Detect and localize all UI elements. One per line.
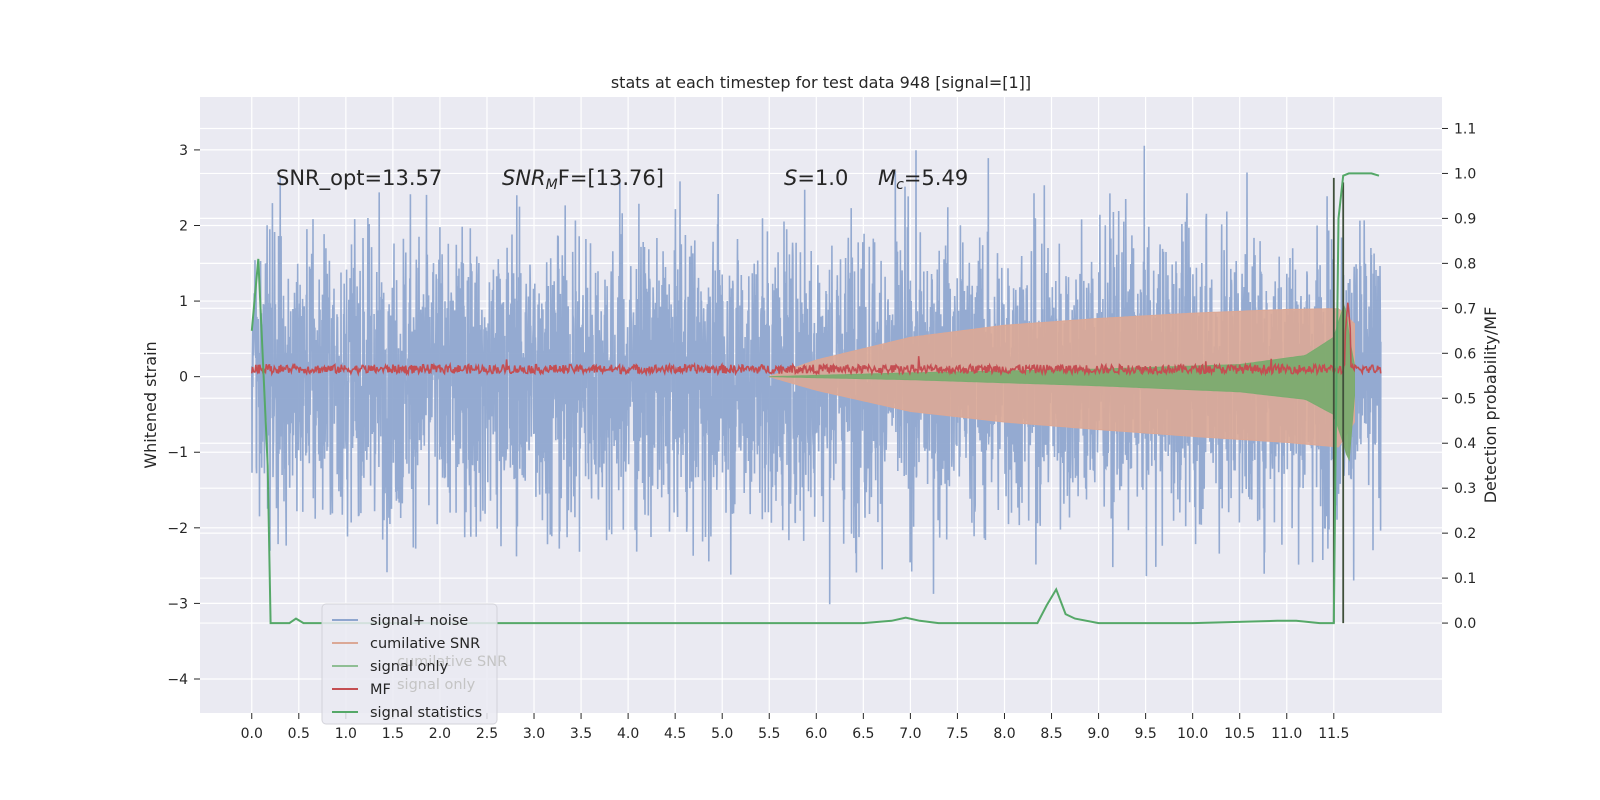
legend-ghost-label: cumilative SNR: [397, 654, 507, 670]
annotation-mc-base: M: [878, 166, 896, 190]
x-tick-label: 2.0: [429, 726, 451, 742]
x-tick-label: 0.5: [288, 726, 310, 742]
annotation-mc: Mc=5.49: [878, 166, 968, 193]
annotation-snr-mf: SNRMF=[13.76]: [502, 166, 664, 193]
x-tick-label: 1.5: [382, 726, 404, 742]
y-tick-label: −4: [167, 672, 188, 688]
x-tick-label: 4.5: [664, 726, 686, 742]
x-tick-label: 8.5: [1040, 726, 1062, 742]
y-tick-label: −3: [167, 596, 188, 612]
annotation-snr-mf-base: SNR: [502, 166, 546, 190]
y2-tick-label: 0.3: [1454, 481, 1476, 497]
annotation-s-value: =1.0: [797, 166, 848, 190]
x-tick-label: 11.0: [1271, 726, 1302, 742]
x-tick-label: 2.5: [476, 726, 498, 742]
x-tick-label: 3.5: [570, 726, 592, 742]
x-tick-label: 5.0: [711, 726, 733, 742]
y2-tick-label: 0.4: [1454, 436, 1476, 452]
annotation-s-label: S: [784, 166, 797, 190]
series-layer: [250, 145, 1382, 625]
legend-ghost-label: signal only: [397, 677, 476, 693]
x-tick-label: 9.5: [1134, 726, 1156, 742]
y2-tick-label: 0.9: [1454, 211, 1476, 227]
y-tick-label: 0: [179, 370, 188, 386]
y2-tick-label: 0.2: [1454, 526, 1476, 542]
annotation-snr-mf-rest: F=[13.76]: [558, 166, 664, 190]
y2-tick-label: 0.5: [1454, 391, 1476, 407]
y2-tick-label: 0.7: [1454, 301, 1476, 317]
y2-ticks: 1.1 1.0 0.9 0.8 0.7 0.6 0.5 0.4 0.3 0.2 0.1 0.0: [1442, 121, 1476, 632]
x-tick-label: 6.0: [805, 726, 827, 742]
chart-title: stats at each timestep for test data 948…: [611, 73, 1031, 92]
x-tick-label: 0.0: [241, 726, 263, 742]
y2-tick-label: 0.0: [1454, 616, 1476, 632]
series-group: [250, 145, 1382, 625]
legend-label: signal only: [370, 659, 449, 675]
y2-tick-label: 1.0: [1454, 166, 1476, 182]
y-ticks: 3 2 1 0 −1 −2 −3 −4: [167, 143, 200, 688]
y-tick-label: 3: [179, 143, 188, 159]
x-tick-label: 1.0: [335, 726, 357, 742]
annotation-mc-sub: c: [896, 177, 904, 193]
annotation-snr-mf-sub: M: [546, 177, 558, 193]
legend-label: MF: [370, 682, 391, 698]
annotation-snr-opt: SNR_opt=13.57: [276, 166, 442, 191]
x-tick-label: 5.5: [758, 726, 780, 742]
legend-box: [321, 603, 498, 725]
y2-tick-label: 1.1: [1454, 121, 1476, 137]
x-tick-label: 6.5: [852, 726, 874, 742]
annotation-mc-value: =5.49: [904, 166, 968, 190]
y2-tick-label: 0.1: [1454, 571, 1476, 587]
x-tick-label: 7.0: [899, 726, 921, 742]
x-tick-label: 9.0: [1087, 726, 1109, 742]
x-ticks: 0.0 0.5 1.0 1.5 2.0 2.5 3.0 3.5 4.0 4.5 5.0 5.5 6.0 6…: [241, 713, 1349, 742]
y-axis-label: Whitened strain: [141, 341, 160, 468]
x-tick-label: 8.0: [993, 726, 1015, 742]
y-tick-label: 2: [179, 218, 188, 234]
y-tick-label: −2: [167, 521, 188, 537]
legend-label: cumilative SNR: [370, 636, 480, 652]
annotation-s: S=1.0: [784, 166, 848, 190]
x-tick-label: 10.5: [1224, 726, 1255, 742]
y-tick-label: 1: [179, 294, 188, 310]
x-tick-label: 4.0: [617, 726, 639, 742]
legend-label: signal+ noise: [370, 613, 468, 629]
x-tick-label: 7.5: [946, 726, 968, 742]
x-tick-label: 3.0: [523, 726, 545, 742]
series-mf: [251, 302, 1382, 377]
x-tick-label: 10.0: [1177, 726, 1208, 742]
x-tick-label: 11.5: [1318, 726, 1349, 742]
legend-label: signal statistics: [370, 705, 482, 721]
y-tick-label: −1: [167, 445, 188, 461]
series-signal-statistics: [250, 172, 1380, 625]
y2-tick-label: 0.6: [1454, 346, 1476, 362]
annotations: SNR_opt=13.57 SNRMF=[13.76] S=1.0 Mc=5.4…: [276, 166, 968, 193]
y2-tick-label: 0.8: [1454, 256, 1476, 272]
y2-axis-label: Detection probability/MF: [1481, 307, 1500, 504]
